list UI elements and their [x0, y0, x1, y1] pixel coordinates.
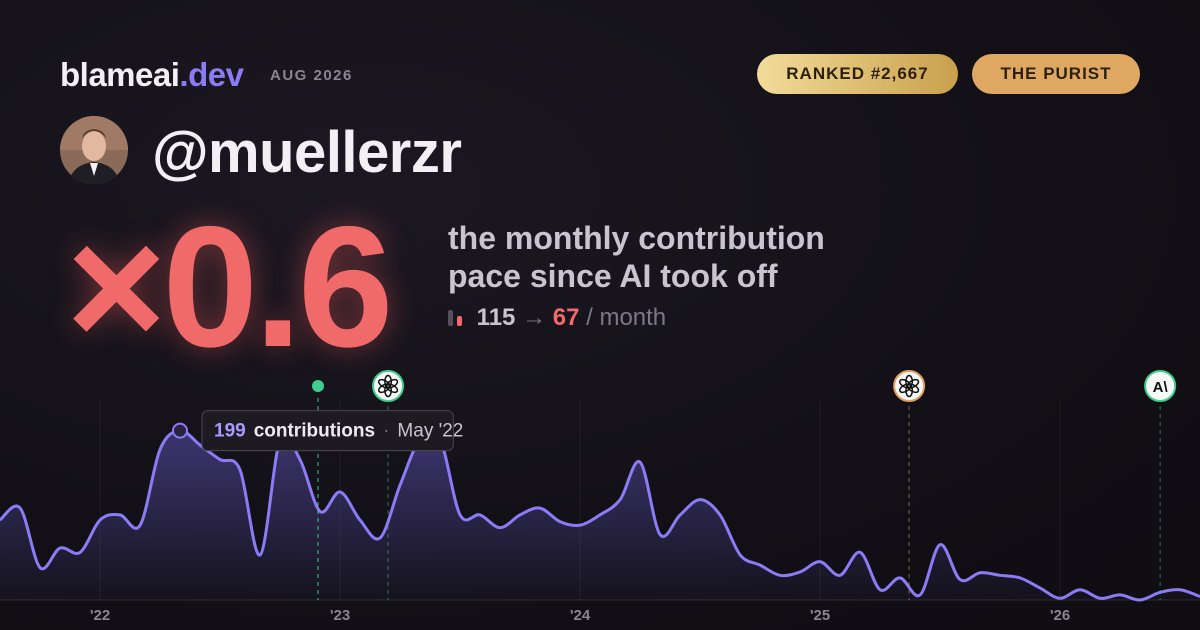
description-line: pace since AI took off [448, 258, 778, 294]
x-tick-label: '26 [1050, 607, 1070, 624]
pace-before: 115 [476, 304, 516, 331]
contribution-chart: '22 '23 '24 '25 '26 A\ 199 contributions · May '2… [0, 370, 1200, 624]
pace-arrow: → [522, 304, 547, 331]
tooltip-value: 199 [214, 421, 246, 442]
line [0, 429, 1200, 602]
tooltip: 199 contributions · May '22 [201, 410, 463, 452]
brand: blameai.dev [60, 56, 244, 94]
icon-petal [377, 378, 391, 389]
brand-tld: .dev [179, 56, 244, 93]
tooltip-box [201, 410, 454, 452]
report-date: AUG 2026 [270, 67, 353, 84]
event-marker [1144, 370, 1177, 402]
event-marker [893, 370, 926, 402]
event-dot [312, 380, 324, 392]
description-line: the monthly contribution [448, 220, 825, 256]
highlight-point [172, 422, 188, 439]
avatar [60, 116, 128, 184]
tooltip-text: 199 contributions · May '22 [214, 421, 463, 442]
rank-badge: RANKED #2,667 [757, 54, 958, 94]
icon-petal [899, 378, 912, 389]
pace-icon [448, 310, 462, 326]
x-tick-label: '24 [570, 607, 591, 624]
x-tick-label: '22 [90, 607, 110, 624]
brand-name: blameai [60, 56, 180, 93]
pace-multiplier: ×0.6 [66, 191, 394, 383]
avatar-image [60, 116, 128, 184]
tooltip-separator: · [383, 421, 389, 442]
event-marker [372, 370, 405, 402]
pace-unit: / month [586, 304, 667, 331]
event-label: A\ [1153, 379, 1169, 396]
tooltip-date: May '22 [397, 421, 463, 442]
pace-after: 67 [552, 304, 580, 331]
event-icon [377, 374, 399, 398]
x-tick-label: '23 [330, 607, 350, 624]
x-tick-label: '25 [810, 607, 830, 624]
persona-badge: THE PURIST [972, 54, 1140, 94]
tooltip-label: contributions [254, 421, 375, 442]
pace-comparison: 115 → 67 / month [448, 302, 666, 334]
event-icon [899, 374, 920, 398]
handle: @muellerzr [152, 120, 462, 185]
